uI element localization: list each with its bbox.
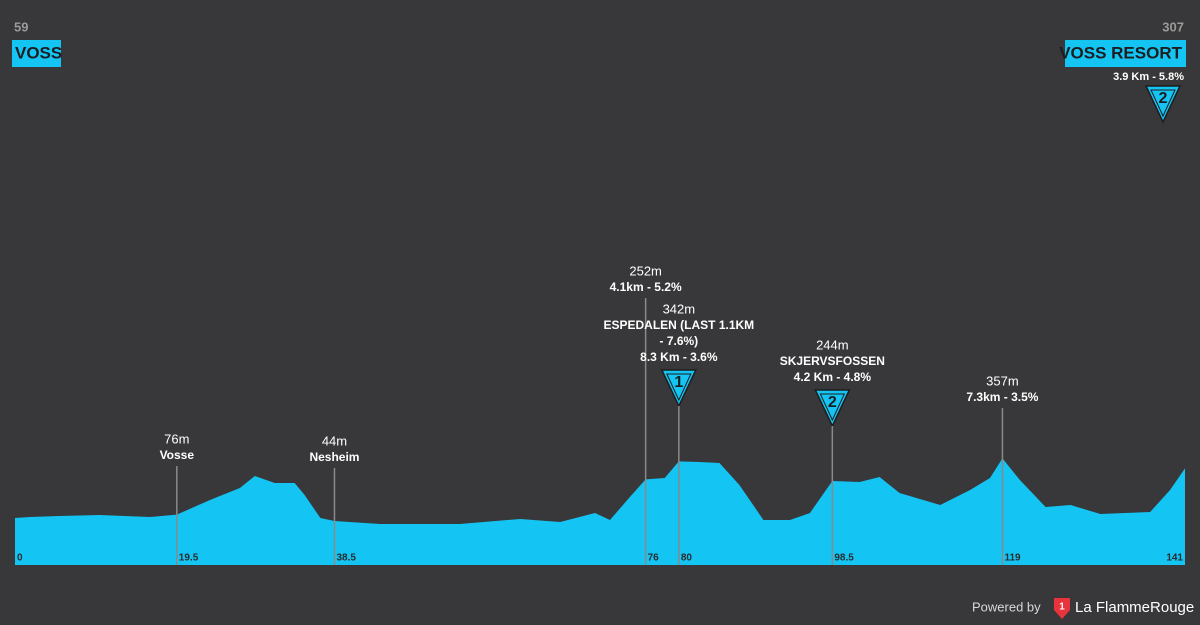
- annotation-line: 7.3km - 3.5%: [966, 390, 1038, 404]
- finish-name: VOSS RESORT: [1059, 43, 1182, 62]
- annotation-line: SKJERVSFOSSEN: [780, 354, 885, 368]
- x-tick-label: 38.5: [336, 553, 356, 564]
- start-name: VOSS: [15, 43, 62, 62]
- category-badge: [660, 369, 698, 408]
- x-tick-label: 141: [1166, 553, 1183, 564]
- annotation-line: 8.3 Km - 3.6%: [640, 350, 718, 364]
- x-tick-label: 19.5: [179, 553, 199, 564]
- annotation-line: Vosse: [160, 448, 195, 462]
- start-elevation: 59: [14, 19, 28, 34]
- annotation-line: 4.2 Km - 4.8%: [794, 370, 872, 384]
- category-badge: [1144, 85, 1182, 124]
- elevation-label: 342m: [663, 301, 696, 316]
- elevation-area: [15, 458, 1185, 565]
- annotation-line: Nesheim: [309, 450, 359, 464]
- logo-shield: [1054, 598, 1070, 619]
- x-tick-label: 98.5: [834, 553, 854, 564]
- start-box: [12, 40, 61, 67]
- annotation-line: ESPEDALEN (LAST 1.1KM: [603, 318, 754, 332]
- elevation-label: 44m: [322, 433, 347, 448]
- x-tick-label: 119: [1004, 553, 1021, 564]
- finish-box: [1065, 40, 1186, 67]
- category-number: 2: [828, 394, 837, 411]
- finish-elevation: 307: [1162, 19, 1184, 34]
- x-tick-label: 80: [681, 553, 693, 564]
- category-number: 2: [1159, 90, 1168, 107]
- x-tick-label: 76: [648, 553, 660, 564]
- category-badge-inner: [1150, 89, 1176, 118]
- footer-text: Powered by: [972, 599, 1041, 614]
- brand: La FlammeRouge: [1075, 599, 1194, 616]
- logo-mark: 1: [1059, 602, 1065, 613]
- elevation-label: 252m: [629, 263, 662, 278]
- annotation-line: - 7.6%): [659, 334, 698, 348]
- elevation-label: 357m: [986, 373, 1019, 388]
- category-number: 1: [674, 374, 683, 391]
- category-badge-inner: [666, 373, 692, 402]
- category-badge: [814, 389, 851, 428]
- finish-climb: 3.9 Km - 5.8%: [1113, 71, 1184, 83]
- elevation-label: 244m: [816, 337, 849, 352]
- category-badge-inner: [819, 393, 846, 422]
- elevation-label: 76m: [164, 431, 189, 446]
- annotation-line: 4.1km - 5.2%: [610, 280, 682, 294]
- x-tick-label: 0: [17, 553, 23, 564]
- plot: 76m Vosse 44m Nesheim 252m 4.1km - 5.2% 342m ES…: [12, 19, 1186, 565]
